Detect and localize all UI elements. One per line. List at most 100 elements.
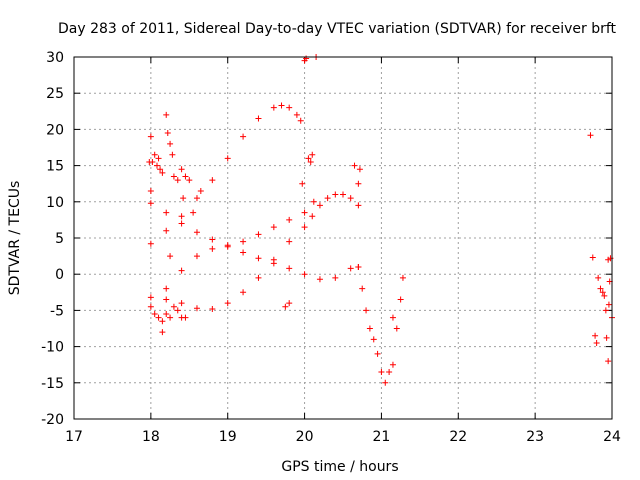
data-point: [169, 151, 176, 158]
data-point: [157, 166, 164, 173]
data-point: [240, 238, 247, 245]
y-tick-label: 30: [46, 50, 64, 66]
data-point: [355, 202, 362, 209]
tick-labels: 17 18 19 20 21 22 23 24 -20 -15 -10 -5 0 5 10 15 20 25 30: [41, 50, 621, 445]
data-point: [286, 104, 293, 111]
data-point: [167, 140, 174, 147]
data-point: [355, 263, 362, 270]
data-point: [316, 202, 323, 209]
data-point: [382, 379, 389, 386]
data-point: [592, 332, 599, 339]
data-point: [178, 166, 185, 173]
y-tick-label: 20: [46, 122, 64, 138]
y-tick-label: 25: [46, 86, 64, 102]
y-tick-label: 15: [46, 159, 64, 175]
data-point: [167, 314, 174, 321]
data-point: [186, 177, 193, 184]
y-tick-label: 0: [55, 267, 64, 283]
data-point: [605, 301, 612, 308]
data-point: [305, 155, 312, 162]
series-scatter-outliers: [146, 54, 406, 336]
x-tick-label: 23: [526, 429, 544, 445]
series-arc-low-rising: [147, 224, 308, 312]
data-point: [356, 166, 363, 173]
data-point: [359, 285, 366, 292]
series-scatter-late: [587, 132, 615, 365]
data-point: [154, 162, 161, 169]
y-tick-label: 10: [46, 195, 64, 211]
data-point: [240, 289, 247, 296]
data-point: [255, 231, 262, 238]
y-tick-label: -5: [50, 303, 64, 319]
data-point: [178, 300, 185, 307]
data-point: [399, 274, 406, 281]
data-point: [303, 55, 310, 62]
data-point: [603, 334, 610, 341]
data-point: [597, 285, 604, 292]
data-point: [164, 130, 171, 137]
data-point: [299, 180, 306, 187]
data-point: [332, 191, 339, 198]
data-point: [147, 240, 154, 247]
data-point: [293, 111, 300, 118]
data-point: [340, 191, 346, 198]
data-point: [332, 274, 339, 281]
data-point: [347, 265, 354, 272]
data-point: [355, 180, 362, 187]
data-point: [366, 325, 373, 332]
data-point: [589, 254, 596, 261]
data-point: [389, 361, 396, 368]
data-point: [310, 198, 317, 205]
data-point: [163, 227, 170, 234]
data-point: [397, 296, 404, 303]
data-point: [155, 155, 162, 162]
data-point: [174, 307, 181, 314]
data-point: [587, 132, 594, 139]
data-point: [286, 265, 293, 272]
data-point: [174, 177, 181, 184]
data-point: [170, 303, 177, 310]
data-point: [159, 329, 166, 336]
data-point: [193, 229, 200, 236]
data-point: [209, 236, 216, 243]
data-point: [155, 314, 162, 321]
y-tick-label: -20: [41, 412, 64, 428]
data-point: [595, 274, 602, 281]
data-point: [163, 111, 170, 118]
data-point: [224, 243, 231, 250]
data-point: [370, 336, 377, 343]
data-point: [297, 117, 304, 124]
data-point: [151, 311, 158, 318]
data-point: [255, 255, 262, 262]
data-point: [182, 173, 189, 180]
data-point: [224, 155, 231, 162]
data-point: [163, 296, 170, 303]
x-tick-label: 19: [219, 429, 237, 445]
data-point: [286, 216, 293, 223]
data-point: [301, 209, 308, 216]
grid-lines: [74, 57, 612, 419]
data-point: [163, 311, 170, 318]
data-point: [193, 195, 200, 202]
data-point: [163, 285, 170, 292]
data-point: [386, 368, 393, 375]
data-point: [147, 303, 154, 310]
data-point: [255, 274, 262, 281]
x-tick-label: 24: [603, 429, 621, 445]
data-point: [193, 305, 200, 312]
data-point: [193, 253, 200, 260]
data-point: [240, 249, 247, 256]
data-point: [178, 213, 185, 220]
data-point: [363, 307, 370, 314]
data-point: [316, 276, 323, 283]
data-point: [147, 133, 154, 140]
data-point: [602, 307, 609, 314]
data-point: [209, 177, 216, 184]
data-point: [278, 102, 285, 109]
data-point: [282, 303, 289, 310]
y-tick-label: -10: [41, 340, 64, 356]
data-point: [224, 300, 231, 307]
data-point: [351, 162, 358, 169]
